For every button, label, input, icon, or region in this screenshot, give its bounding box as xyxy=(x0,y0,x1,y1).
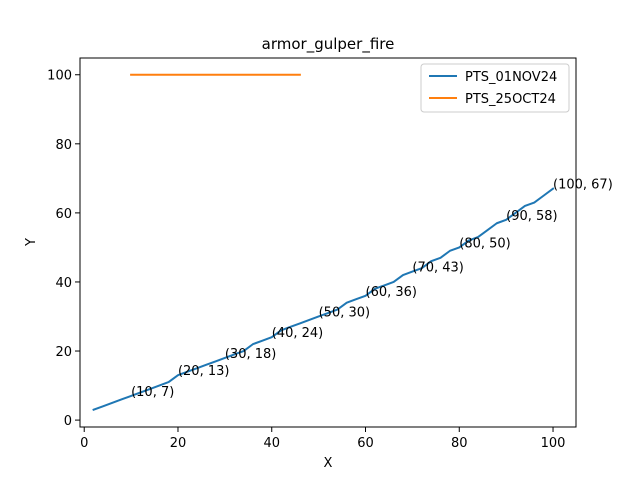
y-tick-label-60: 60 xyxy=(55,207,72,222)
y-tick-label-20: 20 xyxy=(55,345,72,360)
legend: PTS_01NOV24 PTS_25OCT24 xyxy=(420,63,570,113)
y-tick-label-80: 80 xyxy=(55,138,72,153)
series-line-PTS_01NOV24 xyxy=(92,187,555,412)
plot-area: (10, 7) (20, 13) (30, 18) (40, 24) (50, 30) (… xyxy=(47,57,613,451)
data-label-7: (80, 50) xyxy=(459,236,511,251)
data-label-1: (20, 13) xyxy=(178,364,230,379)
legend-entry-PTS_25OCT24: PTS_25OCT24 xyxy=(465,92,556,107)
data-label-3: (40, 24) xyxy=(272,326,324,341)
data-label-8: (90, 58) xyxy=(506,209,558,224)
chart-title: armor_gulper_fire xyxy=(262,35,395,54)
legend-box xyxy=(420,63,570,113)
y-tick-label-100: 100 xyxy=(47,69,72,84)
data-label-2: (30, 18) xyxy=(225,347,276,362)
y-tick-label-40: 40 xyxy=(55,276,72,291)
data-label-9: (100, 67) xyxy=(553,178,613,193)
data-label-0: (10, 7) xyxy=(131,385,174,400)
x-tick-label-20: 20 xyxy=(170,436,187,451)
data-label-5: (60, 36) xyxy=(366,285,418,300)
x-tick-label-0: 0 xyxy=(80,436,88,451)
axes-frame xyxy=(79,57,577,428)
legend-entry-PTS_01NOV24: PTS_01NOV24 xyxy=(465,70,557,85)
data-label-4: (50, 30) xyxy=(319,305,371,320)
x-tick-label-80: 80 xyxy=(451,436,468,451)
x-tick-label-100: 100 xyxy=(541,436,566,451)
y-axis-label: Y xyxy=(24,238,39,247)
x-axis-label: X xyxy=(324,456,333,471)
data-label-6: (70, 43) xyxy=(412,261,464,276)
x-tick-label-60: 60 xyxy=(357,436,374,451)
x-tick-label-40: 40 xyxy=(263,436,280,451)
y-tick-label-0: 0 xyxy=(64,414,72,429)
